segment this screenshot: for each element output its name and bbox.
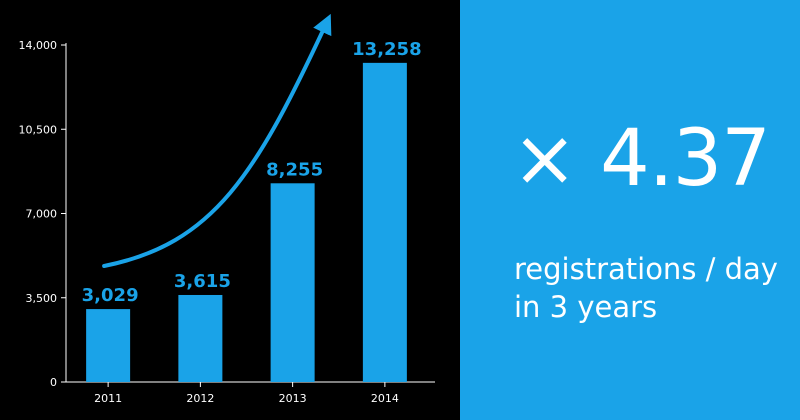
bar bbox=[362, 62, 407, 383]
chart-panel: 0 3,500 7,000 10,500 14,000 3,029 2011 3,615 201… bbox=[18, 13, 435, 405]
caption-line-2: in 3 years bbox=[514, 290, 658, 324]
bar-value-label: 13,258 bbox=[352, 39, 421, 60]
bar bbox=[86, 309, 131, 382]
bar-chart: 0 3,500 7,000 10,500 14,000 3,029 2011 3,615 201… bbox=[19, 13, 435, 405]
x-tick-label: 2012 bbox=[186, 392, 214, 405]
stat-panel: × 4.37 registrations / day in 3 years bbox=[460, 0, 800, 420]
bar-value-label: 8,255 bbox=[266, 159, 323, 180]
trend-arrow bbox=[102, 13, 332, 268]
growth-multiplier: × 4.37 bbox=[512, 114, 771, 204]
bar bbox=[270, 183, 315, 382]
growth-caption: registrations / day in 3 years bbox=[514, 250, 794, 326]
bar-value-label: 3,615 bbox=[174, 271, 231, 292]
x-tick-label: 2013 bbox=[279, 392, 307, 405]
y-tick-label: 7,000 bbox=[26, 208, 58, 221]
caption-line-1: registrations / day bbox=[514, 252, 778, 286]
bar-value-label: 3,029 bbox=[82, 285, 139, 306]
y-tick-label: 0 bbox=[50, 376, 57, 389]
x-tick-label: 2014 bbox=[371, 392, 399, 405]
y-tick-label: 10,500 bbox=[19, 123, 58, 136]
y-tick-label: 14,000 bbox=[19, 39, 58, 52]
bar bbox=[178, 294, 223, 382]
x-tick-label: 2011 bbox=[94, 392, 122, 405]
y-tick-label: 3,500 bbox=[26, 292, 58, 305]
